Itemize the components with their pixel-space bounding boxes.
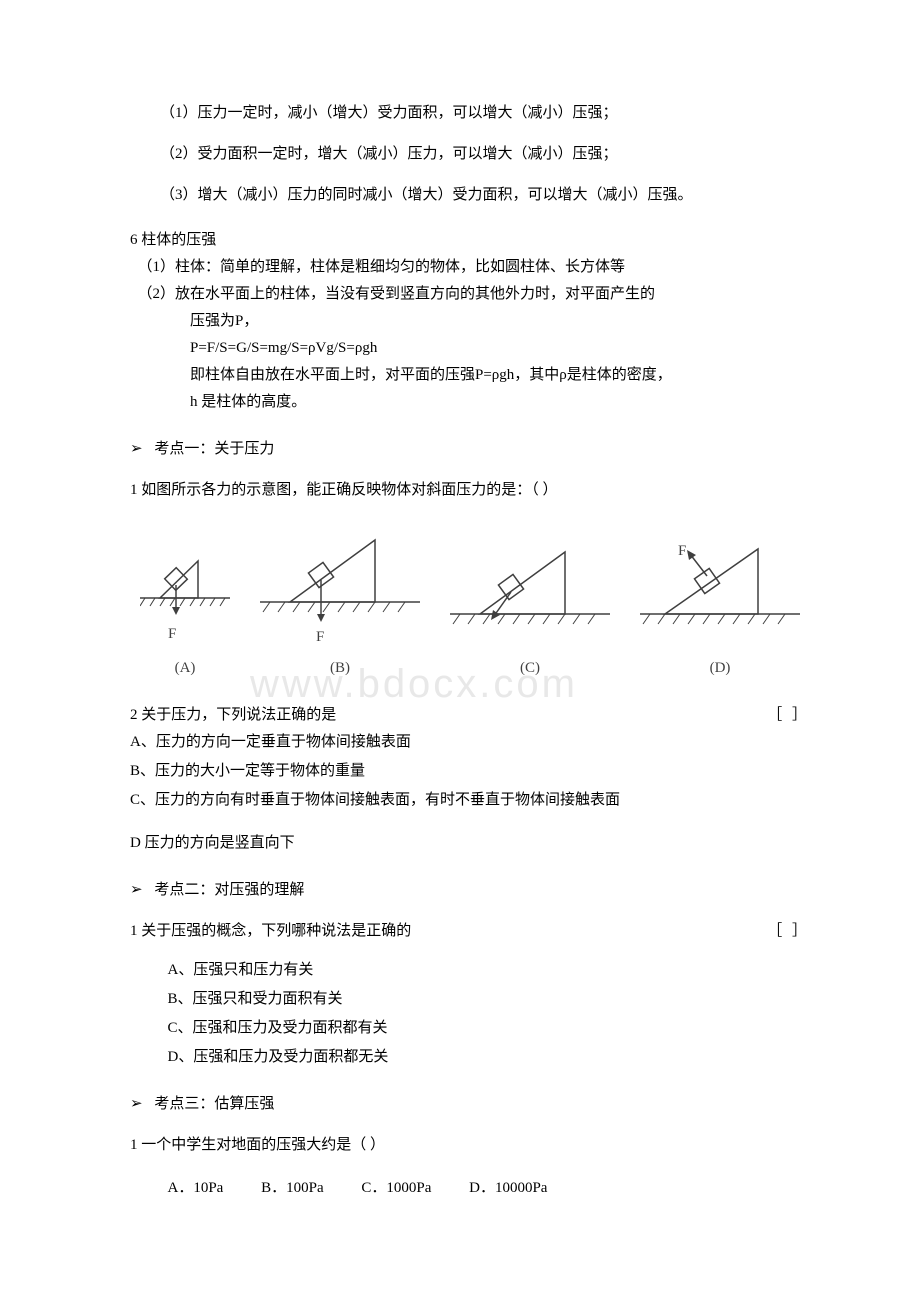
section-6-title: 6 柱体的压强	[130, 227, 810, 254]
kp1-q2-a: A、压力的方向一定垂直于物体间接触表面	[130, 729, 810, 756]
section-6-note2: h 是柱体的高度。	[190, 389, 810, 416]
section-6-p2a: （2）放在水平面上的柱体，当没有受到竖直方向的其他外力时，对平面产生的	[138, 281, 811, 308]
diagram-d: F (D)	[640, 544, 800, 682]
force-label-a: F	[168, 621, 176, 648]
kp1-q2-b: B、压力的大小一定等于物体的重量	[130, 758, 810, 785]
arrow-icon: ➢	[130, 1091, 143, 1118]
kp1-q2-bracket: ［ ］	[767, 702, 810, 729]
kp1-q1: 1 如图所示各力的示意图，能正确反映物体对斜面压力的是：（ ）	[130, 477, 810, 504]
diagram-label-a: (A)	[140, 655, 230, 682]
section-6-p1: （1）柱体：简单的理解，柱体是粗细均匀的物体，比如圆柱体、长方体等	[138, 254, 811, 281]
kp2-heading: ➢ 考点二：对压强的理解	[130, 877, 810, 904]
diagram-c: (C)	[450, 544, 610, 682]
kp2-q1-stem: 1 关于压强的概念，下列哪种说法是正确的 ［ ］	[130, 918, 810, 945]
kp2-title: 考点二：对压强的理解	[154, 882, 304, 898]
rule-2: （2）受力面积一定时，增大（减小）压力，可以增大（减小）压强；	[130, 141, 810, 168]
kp1-heading: ➢ 考点一：关于压力	[130, 436, 810, 463]
diagram-a: F (A)	[140, 543, 230, 682]
kp2-q1-text: 1 关于压强的概念，下列哪种说法是正确的	[130, 923, 411, 939]
kp2-q1-d: D、压强和压力及受力面积都无关	[168, 1044, 811, 1071]
kp3-title: 考点三：估算压强	[154, 1096, 274, 1112]
kp2-q1-c: C、压强和压力及受力面积都有关	[168, 1015, 811, 1042]
diagram-label-c: (C)	[450, 655, 610, 682]
kp2-q1-bracket: ［ ］	[767, 918, 810, 945]
section-6-note1: 即柱体自由放在水平面上时，对平面的压强P=ρgh，其中ρ是柱体的密度，	[190, 362, 810, 389]
kp1-q2-stem: 2 关于压力，下列说法正确的是 ［ ］	[130, 702, 810, 729]
kp2-q1-b: B、压强只和受力面积有关	[168, 986, 811, 1013]
kp3-q1-a: A．10Pa	[168, 1175, 224, 1202]
kp3-heading: ➢ 考点三：估算压强	[130, 1091, 810, 1118]
kp1-q2-c: C、压力的方向有时垂直于物体间接触表面，有时不垂直于物体间接触表面	[130, 787, 810, 814]
kp1-q2-text: 2 关于压力，下列说法正确的是	[130, 707, 336, 723]
section-6-p2b: 压强为P，	[190, 308, 810, 335]
kp3-q1-stem: 1 一个中学生对地面的压强大约是（ ）	[130, 1132, 810, 1159]
diagram-label-b: (B)	[260, 655, 420, 682]
rule-3: （3）增大（减小）压力的同时减小（增大）受力面积，可以增大（减小）压强。	[130, 182, 810, 209]
arrow-icon: ➢	[130, 877, 143, 904]
arrow-icon: ➢	[130, 436, 143, 463]
force-label-d: F	[678, 538, 686, 565]
rule-1: （1）压力一定时，减小（增大）受力面积，可以增大（减小）压强；	[130, 100, 810, 127]
kp3-q1-b: B．100Pa	[261, 1175, 324, 1202]
force-label-b: F	[316, 624, 324, 651]
kp1-q2-d: D 压力的方向是竖直向下	[130, 830, 810, 857]
diagram-row: F (A) F (B)	[140, 532, 800, 682]
kp2-q1-a: A、压强只和压力有关	[168, 957, 811, 984]
section-6-formula: P=F/S=G/S=mg/S=ρVg/S=ρgh	[190, 335, 810, 362]
section-6: 6 柱体的压强 （1）柱体：简单的理解，柱体是粗细均匀的物体，比如圆柱体、长方体…	[130, 227, 810, 416]
kp3-q1-d: D．10000Pa	[469, 1175, 547, 1202]
kp3-q1-c: C．1000Pa	[361, 1175, 431, 1202]
kp1-title: 考点一：关于压力	[154, 441, 274, 457]
kp3-q1-options: A．10Pa B．100Pa C．1000Pa D．10000Pa	[168, 1175, 811, 1202]
diagram-label-d: (D)	[640, 655, 800, 682]
diagram-b: F (B)	[260, 532, 420, 682]
